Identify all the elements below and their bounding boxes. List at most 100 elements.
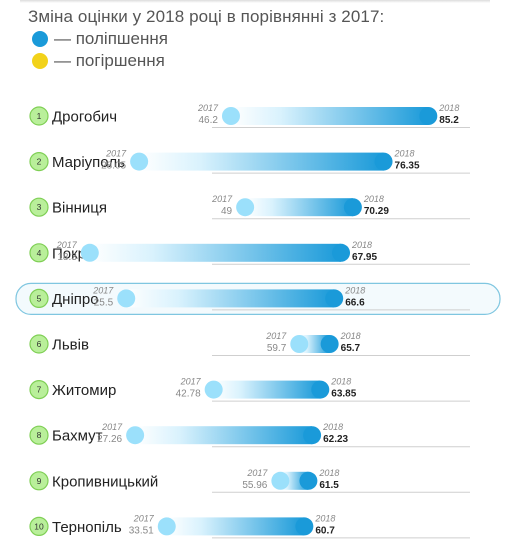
- rank-number: 2: [37, 157, 42, 167]
- change-bar: [139, 152, 384, 171]
- dot-2018: [299, 471, 318, 490]
- year-label-2018: 2018: [344, 285, 365, 295]
- legend-label-improve: — поліпшення: [54, 29, 168, 48]
- city-label: Житомир: [52, 382, 116, 399]
- value-label-2017: 18.3: [57, 252, 77, 263]
- year-label-2017: 2017: [246, 468, 268, 478]
- dot-2017: [221, 107, 240, 125]
- chart-title: Зміна оцінки у 2018 році в порівнянні з …: [28, 7, 385, 26]
- rank-badge: [29, 516, 49, 537]
- top-shadow: [20, 0, 490, 3]
- value-label-2017: 55.96: [242, 480, 267, 491]
- dot-2018: [419, 107, 438, 125]
- legend-dot-improve: [32, 31, 48, 47]
- rank-badge: [29, 471, 49, 491]
- dot-2018: [303, 426, 322, 445]
- dot-2017: [290, 335, 309, 353]
- legend-item-worsen: — погіршення: [32, 51, 165, 71]
- city-label: Львів: [52, 337, 89, 354]
- city-label: Дніпро: [52, 291, 99, 308]
- change-bar: [230, 107, 429, 125]
- dot-2017: [157, 517, 176, 536]
- dot-2018: [343, 198, 362, 217]
- rank-badge: [29, 106, 49, 126]
- year-label-2017: 2017: [211, 194, 233, 204]
- dot-2018: [325, 289, 344, 308]
- city-label: Бахмут: [52, 428, 103, 445]
- city-label: Дрогобич: [52, 109, 117, 126]
- rank-badge: [29, 152, 49, 172]
- value-label-2017: 42.78: [176, 389, 201, 400]
- dot-2017: [117, 289, 136, 308]
- dot-2017: [126, 426, 145, 445]
- change-bar: [213, 380, 321, 399]
- value-label-2017: 33.51: [129, 525, 154, 536]
- chart-row: 10 Тернопіль 2017 33.51 2018 60.7: [29, 513, 470, 539]
- city-label: Тернопіль: [52, 519, 122, 536]
- rank-number: 7: [37, 385, 42, 395]
- rank-number: 6: [37, 339, 42, 349]
- dot-2017: [204, 380, 223, 399]
- rank-badge: [29, 425, 49, 445]
- value-label-2018: 60.7: [315, 525, 335, 536]
- dot-2018: [332, 243, 351, 262]
- change-bar: [245, 198, 353, 217]
- rank-badge: [29, 197, 49, 217]
- year-label-2018: 2018: [340, 331, 361, 341]
- year-label-2017: 2017: [265, 331, 287, 341]
- value-label-2017: 27.26: [97, 434, 122, 445]
- rank-number: 3: [37, 202, 42, 212]
- value-label-2018: 65.7: [341, 343, 361, 354]
- year-label-2017: 2017: [197, 103, 219, 113]
- rank-number: 8: [37, 430, 42, 440]
- city-label: Вінниця: [52, 200, 107, 217]
- chart-row: 6 Львів 2017 59.7 2018 65.7: [29, 331, 470, 356]
- year-label-2018: 2018: [363, 194, 384, 204]
- year-label-2017: 2017: [180, 377, 202, 387]
- year-label-2017: 2017: [56, 240, 78, 250]
- year-label-2018: 2018: [318, 468, 339, 478]
- dot-2018: [374, 152, 393, 171]
- value-label-2017: 59.7: [267, 343, 287, 354]
- dot-2017: [236, 198, 255, 217]
- legend-dot-worsen: [32, 53, 48, 69]
- value-label-2018: 70.29: [364, 206, 389, 217]
- value-label-2018: 67.95: [352, 252, 377, 263]
- year-label-2018: 2018: [351, 240, 372, 250]
- chart-row: 3 Вінниця 2017 49 2018 70.29: [29, 194, 470, 220]
- year-label-2017: 2017: [101, 422, 123, 432]
- rank-number: 1: [37, 111, 42, 121]
- rank-badge: [29, 380, 49, 400]
- dot-2018: [295, 517, 314, 536]
- change-bar: [89, 243, 342, 262]
- rank-number: 9: [37, 476, 42, 486]
- year-label-2018: 2018: [330, 377, 351, 387]
- rank-badge: [29, 334, 49, 354]
- dot-2017: [80, 243, 99, 262]
- dot-2017: [130, 152, 149, 171]
- chart-row: 7 Житомир 2017 42.78 2018 63.85: [29, 377, 470, 402]
- value-label-2017: 28.05: [101, 161, 126, 172]
- dot-2017: [271, 471, 290, 490]
- year-label-2017: 2017: [105, 149, 127, 159]
- rank-number: 5: [37, 293, 42, 303]
- dot-2018: [311, 380, 330, 399]
- city-label: Кропивницький: [52, 473, 158, 490]
- year-label-2018: 2018: [314, 513, 335, 523]
- value-label-2017: 25.5: [94, 297, 114, 308]
- dot-2018: [320, 335, 339, 353]
- chart-row: 1 Дрогобич 2017 46.2 2018 85.2: [29, 103, 470, 128]
- rank-number: 10: [34, 521, 44, 531]
- year-label-2018: 2018: [438, 103, 459, 113]
- rank-badge: [29, 243, 49, 263]
- value-label-2017: 46.2: [199, 115, 219, 126]
- chart-row: 9 Кропивницький 2017 55.96 2018 61.5: [29, 468, 470, 493]
- year-label-2017: 2017: [92, 285, 114, 295]
- city-label: Маріуполь: [52, 154, 125, 171]
- change-bar: [126, 289, 335, 308]
